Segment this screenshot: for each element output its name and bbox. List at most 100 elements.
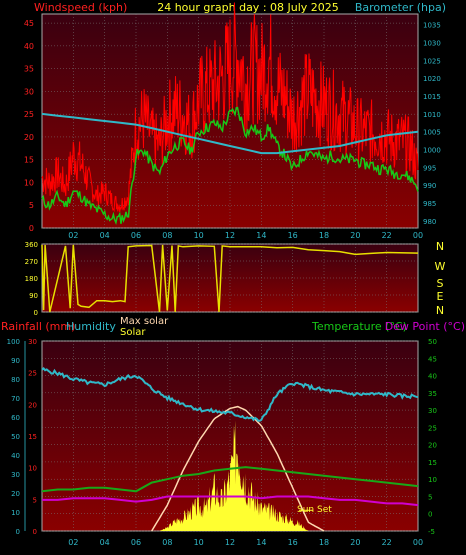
direction-y-tick: 270 — [25, 258, 38, 266]
baro-y-tick: 1010 — [423, 111, 441, 119]
compass-n-bottom: N — [436, 304, 444, 317]
temp-y-tick: 5 — [428, 493, 432, 501]
temp-y-tick: 0 — [428, 511, 432, 519]
x-tick-bottom: 20 — [350, 538, 360, 547]
temp-y-tick: 10 — [428, 476, 437, 484]
humidity-y-tick: 60 — [11, 414, 20, 422]
rain-y-tick: 0 — [33, 528, 37, 536]
windspeed-line — [41, 2, 419, 213]
x-tick-bottom: 00 — [413, 538, 423, 547]
direction-y-tick: 360 — [25, 241, 38, 249]
direction-y-tick: 90 — [29, 292, 38, 300]
temp-y-tick: 15 — [428, 459, 437, 467]
direction-y-tick: 0 — [34, 309, 38, 317]
x-tick-top: 18 — [319, 231, 329, 240]
rainfall-legend: Rainfall (mm) — [1, 320, 75, 333]
temperature-legend: Temperature (°C) — [311, 320, 407, 333]
rain-y-tick: 30 — [28, 338, 37, 346]
temperature-line — [41, 466, 419, 493]
humidity-y-tick: 40 — [11, 452, 20, 460]
baro-y-tick: 1030 — [423, 40, 441, 48]
x-tick-top: 22 — [382, 231, 392, 240]
x-tick-bottom: 08 — [162, 538, 172, 547]
compass-labels: N W S E N — [435, 240, 446, 317]
baro-y-tick: 1005 — [423, 129, 441, 137]
wind-y-tick: 25 — [24, 110, 34, 119]
wind-y-tick: 40 — [24, 42, 34, 51]
compass-w: W — [435, 260, 446, 273]
x-tick-bottom: 02 — [68, 538, 78, 547]
temp-y-tick: 35 — [428, 390, 437, 398]
humidity-y-tick: 10 — [11, 509, 20, 517]
windspeed-axis-title: Windspeed (kph) — [34, 1, 127, 14]
baro-y-tick: 1020 — [423, 75, 441, 83]
max-solar-legend: Max solar — [120, 316, 169, 327]
barometer-line — [41, 112, 419, 155]
compass-n-top: N — [436, 240, 444, 253]
wind-y-tick: 35 — [24, 65, 34, 74]
x-tick-top: 16 — [288, 231, 298, 240]
baro-y-tick: 1000 — [423, 147, 441, 155]
x-tick-bottom: 04 — [100, 538, 110, 547]
baro-y-tick: 1015 — [423, 93, 441, 101]
wind-y-tick: 15 — [24, 156, 34, 165]
compass-e: E — [437, 290, 444, 303]
humidity-y-tick: 20 — [11, 490, 20, 498]
x-tick-top: 06 — [131, 231, 141, 240]
temp-y-tick: 25 — [428, 424, 437, 432]
temp-y-tick: 45 — [428, 355, 437, 363]
x-tick-top: 02 — [68, 231, 78, 240]
dew-point-line — [42, 495, 419, 507]
wind-y-tick: 10 — [24, 178, 34, 187]
axis-tick-labels: 0510152025303540459809859909951000100510… — [7, 19, 441, 547]
humidity-legend: Humidity — [66, 320, 116, 333]
rain-y-tick: 15 — [28, 433, 37, 441]
x-tick-top: 14 — [256, 231, 266, 240]
x-tick-bottom: 12 — [225, 538, 235, 547]
baro-y-tick: 985 — [423, 200, 436, 208]
solar-area — [159, 420, 309, 531]
direction-y-tick: 180 — [25, 275, 38, 283]
dew-point-legend: Dew Point (°C) — [385, 320, 465, 333]
baro-y-tick: 995 — [423, 164, 436, 172]
x-tick-top: 10 — [194, 231, 204, 240]
temp-y-tick: 50 — [428, 338, 437, 346]
x-tick-bottom: 10 — [194, 538, 204, 547]
x-tick-bottom: 16 — [288, 538, 298, 547]
baro-y-tick: 1025 — [423, 57, 441, 65]
humidity-y-tick: 80 — [11, 376, 20, 384]
temp-y-tick: 30 — [428, 407, 437, 415]
x-tick-top: 08 — [162, 231, 172, 240]
rain-y-tick: 25 — [28, 370, 37, 378]
rain-y-tick: 5 — [33, 496, 37, 504]
x-tick-bottom: 18 — [319, 538, 329, 547]
barometer-axis-title: Barometer (hpa) — [355, 1, 446, 14]
solar-legend: Solar — [120, 327, 146, 338]
humidity-y-tick: 90 — [11, 357, 20, 365]
x-tick-top: 00 — [413, 231, 423, 240]
baro-y-tick: 980 — [423, 218, 436, 226]
humidity-y-tick: 30 — [11, 471, 20, 479]
graph-title: 24 hour graph day : 08 July 2025 — [157, 1, 339, 14]
wind-y-tick: 5 — [29, 201, 34, 210]
wind-y-tick: 30 — [24, 87, 34, 96]
wind-y-tick: 0 — [29, 224, 34, 233]
compass-s: S — [437, 277, 444, 290]
data-series — [41, 2, 419, 532]
rain-y-tick: 20 — [28, 401, 37, 409]
humidity-line — [41, 366, 419, 422]
temp-y-tick: -5 — [428, 528, 435, 536]
wind-y-tick: 45 — [24, 19, 34, 28]
rain-y-tick: 10 — [28, 465, 37, 473]
x-tick-top: 12 — [225, 231, 235, 240]
wind-average-line — [41, 106, 419, 225]
humidity-y-tick: 0 — [16, 528, 20, 536]
x-tick-top: 04 — [100, 231, 110, 240]
sunset-label: Sun Set — [297, 505, 332, 515]
humidity-y-tick: 100 — [7, 338, 20, 346]
humidity-y-tick: 50 — [11, 433, 20, 441]
baro-y-tick: 990 — [423, 182, 436, 190]
x-tick-top: 20 — [350, 231, 360, 240]
x-tick-bottom: 06 — [131, 538, 141, 547]
